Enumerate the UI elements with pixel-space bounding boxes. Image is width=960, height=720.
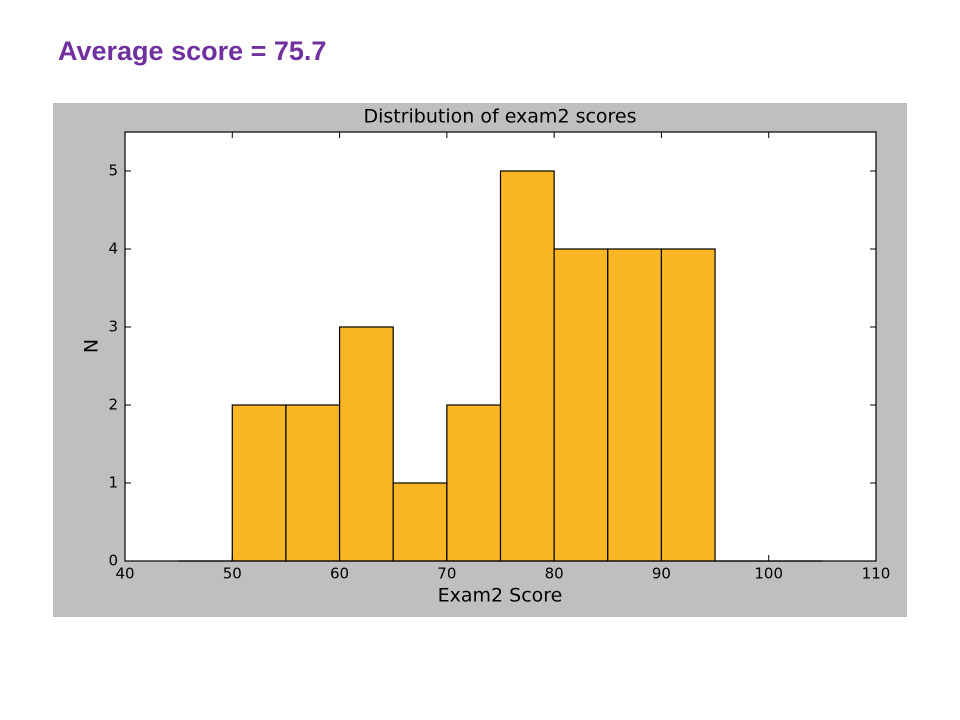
x-tick-label: 50	[223, 565, 242, 583]
y-tick-label: 3	[108, 318, 118, 336]
x-tick-label: 60	[330, 565, 349, 583]
y-tick-label: 5	[108, 162, 118, 180]
x-tick-label: 80	[545, 565, 564, 583]
y-axis-label: N	[81, 339, 103, 353]
bar	[446, 404, 502, 562]
chart-title: Distribution of exam2 scores	[363, 106, 636, 128]
y-tick-label: 4	[108, 240, 118, 258]
x-tick-label: 100	[754, 565, 783, 583]
x-tick-label: 110	[862, 565, 891, 583]
bar	[231, 404, 287, 562]
bar	[499, 170, 555, 562]
bar	[338, 326, 394, 562]
y-tick-label: 2	[108, 396, 118, 414]
y-tick-label: 1	[108, 474, 118, 492]
heading: Average score = 75.7	[58, 36, 327, 66]
bar	[285, 404, 341, 562]
x-axis-label: Exam2 Score	[438, 585, 563, 607]
bar	[392, 482, 448, 562]
x-tick-label: 40	[115, 565, 134, 583]
bar	[553, 248, 609, 562]
y-tick-label: 0	[108, 552, 118, 570]
plot-frame	[124, 131, 877, 562]
x-tick-label: 70	[437, 565, 456, 583]
bar	[607, 248, 663, 562]
bar	[660, 248, 716, 562]
x-tick-label: 90	[652, 565, 671, 583]
